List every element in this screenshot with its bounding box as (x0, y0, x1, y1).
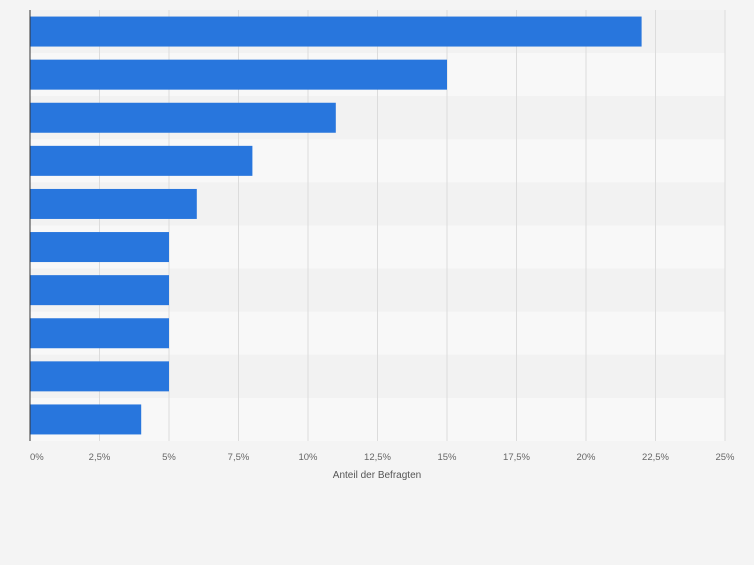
bar (30, 16, 642, 47)
x-tick-label: 17,5% (503, 452, 530, 463)
x-tick-label: 7,5% (228, 452, 250, 463)
bar (30, 59, 447, 90)
bar (30, 102, 336, 133)
bar (30, 275, 169, 306)
x-axis-label: Anteil der Befragten (333, 470, 421, 481)
bar (30, 188, 197, 219)
bars-group (30, 16, 642, 435)
x-tick-label: 15% (437, 452, 457, 463)
x-tick-label: 20% (576, 452, 596, 463)
x-tick-label: 12,5% (364, 452, 391, 463)
x-tick-label: 0% (30, 452, 44, 463)
bar (30, 318, 169, 349)
x-tick-label: 2,5% (89, 452, 111, 463)
x-tick-label: 5% (162, 452, 176, 463)
bar (30, 361, 169, 392)
bar (30, 404, 142, 435)
x-tick-label: 10% (298, 452, 318, 463)
bar (30, 232, 169, 263)
bar (30, 145, 253, 176)
x-tick-label: 25% (715, 452, 735, 463)
x-tick-label: 22,5% (642, 452, 669, 463)
x-tick-labels: 0% 2,5% 5% 7,5% 10% 12,5% 15% 17,5% 20% 22,5% 25% (30, 452, 735, 463)
